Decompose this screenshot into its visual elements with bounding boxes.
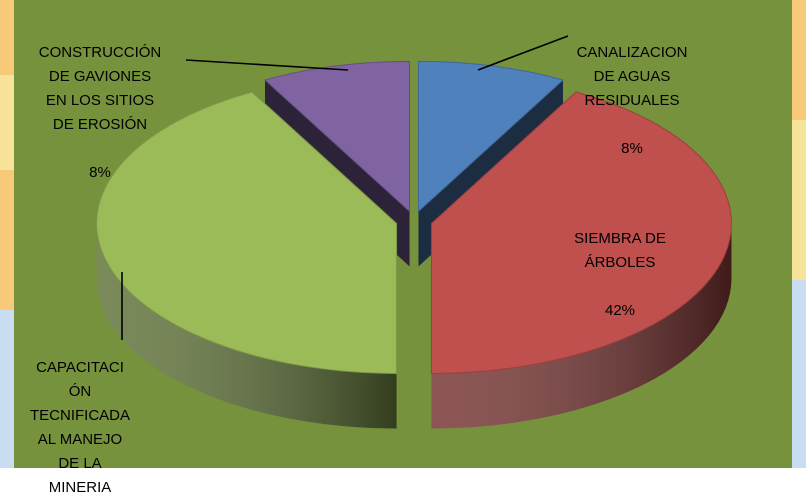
- stripe-orange: [0, 0, 14, 75]
- slice-label-siembra: SIEMBRA DE ÁRBOLES 42%: [545, 203, 695, 323]
- slice-label-capacitacion-name: CAPACITACI ÓN TECNIFICADA AL MANEJO DE L…: [29, 359, 130, 496]
- stripe-yellow: [0, 75, 14, 170]
- slice-label-construccion-value: 8%: [89, 164, 111, 181]
- stripe-blue: [0, 310, 14, 468]
- leader-lines: [121, 35, 569, 340]
- slice-side-1-shade: [431, 223, 732, 429]
- slice-side-2-shade: [96, 223, 397, 429]
- slice-label-construccion-name: CONSTRUCCIÓN DE GAVIONES EN LOS SITIOS D…: [38, 44, 162, 133]
- slice-label-canalizacion-name: CANALIZACION DE AGUAS RESIDUALES: [576, 44, 688, 109]
- slice-label-construccion: CONSTRUCCIÓN DE GAVIONES EN LOS SITIOS D…: [24, 17, 176, 185]
- slice-3: [263, 60, 411, 213]
- stripe-yellow: [792, 120, 806, 280]
- leader-line-canalizacion: [477, 35, 569, 71]
- stripe-orange: [0, 170, 14, 310]
- slice-label-siembra-name: SIEMBRA DE ÁRBOLES: [574, 230, 666, 271]
- stripe-blue: [792, 280, 806, 468]
- slice-label-siembra-value: 42%: [604, 302, 636, 319]
- leader-line-construccion: [185, 59, 349, 71]
- slice-label-canalizacion-value: 8%: [621, 140, 643, 157]
- slice-label-canalizacion: CANALIZACION DE AGUAS RESIDUALES 8%: [558, 17, 706, 161]
- stripe-orange: [792, 0, 806, 120]
- slice-2: [96, 91, 398, 374]
- slice-1: [430, 91, 732, 374]
- slice-label-capacitacion: CAPACITACI ÓN TECNIFICADA AL MANEJO DE L…: [18, 332, 142, 500]
- pie-chart: [14, 0, 792, 468]
- slices-layer: [96, 60, 732, 429]
- slice-0: [417, 60, 565, 213]
- background-decoration: [0, 0, 806, 468]
